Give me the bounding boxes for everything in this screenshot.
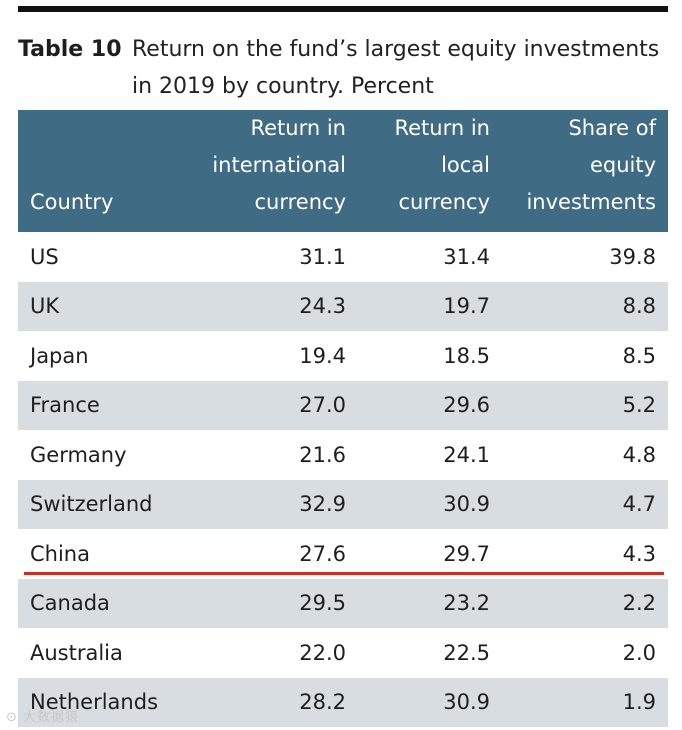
cell-return-international: 22.0: [299, 640, 346, 665]
cell-return-local: 24.1: [443, 442, 490, 467]
cell-return-international: 21.6: [299, 442, 346, 467]
cell-share-equity: 8.8: [622, 294, 656, 319]
table-row: Netherlands 28.2 30.9 1.9: [18, 677, 668, 727]
cell-return-local: 29.7: [443, 541, 490, 566]
cell-country: UK: [30, 294, 60, 319]
table-row: US 31.1 31.4 39.8: [18, 232, 668, 282]
cell-return-international: 27.0: [299, 393, 346, 418]
highlight-underline: [24, 572, 664, 575]
cell-country: Japan: [30, 343, 89, 368]
cell-return-international: 19.4: [299, 343, 346, 368]
cell-country: Canada: [30, 591, 110, 616]
cell-return-international: 29.5: [299, 591, 346, 616]
cell-return-international: 24.3: [299, 294, 346, 319]
cell-share-equity: 1.9: [622, 690, 656, 715]
cell-share-equity: 39.8: [609, 244, 656, 269]
header-row: Country Return in international currency…: [18, 110, 668, 232]
header-country: Country: [30, 190, 114, 214]
header-return-international: Return in international currency: [212, 116, 346, 214]
equity-returns-table: Country Return in international currency…: [18, 110, 668, 727]
cell-return-international: 28.2: [299, 690, 346, 715]
cell-return-international: 27.6: [299, 541, 346, 566]
caption-text: Return on the fund’s largest equity inve…: [132, 37, 660, 99]
cell-country: Netherlands: [30, 690, 159, 715]
header-share-equity: Share of equity investments: [526, 116, 656, 214]
cell-share-equity: 4.3: [622, 541, 656, 566]
table-row: Canada 29.5 23.2 2.2: [18, 578, 668, 628]
cell-return-local: 31.4: [443, 244, 490, 269]
cell-return-international: 32.9: [299, 492, 346, 517]
cell-share-equity: 2.0: [622, 640, 656, 665]
cell-country: US: [30, 244, 59, 269]
table-row: China 27.6 29.7 4.3: [18, 529, 668, 579]
cell-return-local: 18.5: [443, 343, 490, 368]
cell-country: Germany: [30, 442, 127, 467]
cell-country: Switzerland: [30, 492, 153, 517]
cell-country: China: [30, 541, 90, 566]
cell-return-international: 31.1: [299, 244, 346, 269]
header-return-local: Return in local currency: [394, 116, 490, 214]
cell-share-equity: 4.7: [622, 492, 656, 517]
watermark: ⊙ 大数据猿: [6, 710, 80, 725]
top-rule: [18, 6, 668, 12]
cell-country: Australia: [30, 640, 123, 665]
table-row: Australia 22.0 22.5 2.0: [18, 628, 668, 678]
cell-share-equity: 2.2: [622, 591, 656, 616]
cell-return-local: 22.5: [443, 640, 490, 665]
table-row: UK 24.3 19.7 8.8: [18, 281, 668, 331]
cell-country: France: [30, 393, 100, 418]
table-caption: Table 10 Return on the fund’s largest eq…: [18, 31, 668, 105]
cell-share-equity: 4.8: [622, 442, 656, 467]
cell-share-equity: 8.5: [622, 343, 656, 368]
cell-return-local: 29.6: [443, 393, 490, 418]
cell-share-equity: 5.2: [622, 393, 656, 418]
cell-return-local: 23.2: [443, 591, 490, 616]
cell-return-local: 30.9: [443, 690, 490, 715]
cell-return-local: 19.7: [443, 294, 490, 319]
table-row: Switzerland 32.9 30.9 4.7: [18, 479, 668, 529]
table-row: Germany 21.6 24.1 4.8: [18, 430, 668, 480]
table-row: France 27.0 29.6 5.2: [18, 380, 668, 430]
table-row: Japan 19.4 18.5 8.5: [18, 331, 668, 381]
caption-label: Table 10: [18, 37, 122, 62]
cell-return-local: 30.9: [443, 492, 490, 517]
